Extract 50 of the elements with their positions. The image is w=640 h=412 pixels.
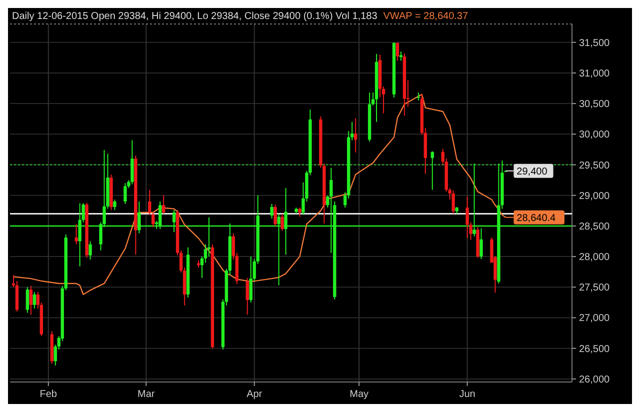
candlestick [274,204,277,226]
y-tick-label: 29,000 [579,190,610,202]
candlestick [32,292,36,310]
candlestick [26,286,30,314]
y-tick-label: 31,500 [579,38,610,49]
candlestick [124,182,127,204]
candlestick [452,190,455,214]
x-tick-label: Apr [246,389,263,400]
candlestick [284,188,288,256]
candlestick [130,140,134,185]
candlestick [138,200,141,234]
candlestick [480,228,483,260]
x-tick-label: Feb [40,389,58,400]
y-tick-label: 27,500 [579,282,610,294]
candlestick [430,150,434,190]
candlestick [78,202,82,267]
candlestick [162,194,166,214]
candlestick [249,256,252,303]
candlestick [113,199,116,211]
y-tick-label: 29,500 [579,160,610,172]
y-tick-label: 26,500 [579,344,610,355]
candlestick [280,213,284,232]
candlestick [74,224,78,245]
text: VWAP = 28,640.37 [383,11,468,22]
y-tick-label: 28,500 [579,221,610,232]
x-tick-label: Jun [459,389,476,400]
candlestick [277,213,280,286]
y-tick-label: 27,000 [579,313,610,324]
candlestick [399,51,403,62]
candlestick [88,240,92,260]
candlestick [472,163,476,237]
candlestick [29,285,33,316]
candlestick [354,118,358,154]
candlestick [466,196,469,239]
candlestick [396,42,400,62]
candlestick [298,207,302,218]
x-tick-label: Mar [138,389,156,400]
x-tick-label: May [350,389,369,400]
y-tick-label: 26,000 [579,374,610,386]
y-tick-label: 31,000 [579,68,610,80]
candlestick [270,203,274,220]
y-tick-label: 28,000 [579,252,610,264]
candlestick [246,277,249,316]
y-tick-label: 30,000 [579,130,610,141]
chart-title: Daily 12-06-2015 Open 29384, Hi 29400, Lo 29384, Close 29400 (0.1%) Vol 1,183 [12,11,378,22]
candlestick [158,200,162,230]
annotation: 29,400 [516,166,548,178]
y-tick-label: 30,500 [579,99,610,110]
annotation: 28,640.4 [516,212,556,224]
candlestick [172,210,176,233]
